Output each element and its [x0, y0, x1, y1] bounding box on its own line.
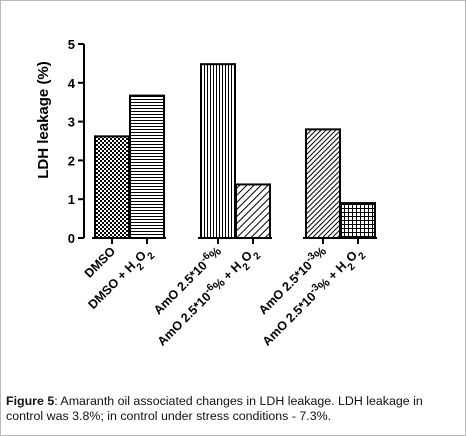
- caption-text: : Amaranth oil associated changes in LDH…: [6, 394, 423, 423]
- caption-label: Figure 5: [6, 394, 55, 408]
- y-tick-label: 5: [68, 37, 75, 52]
- y-tick-label: 1: [68, 192, 75, 207]
- figure-caption: Figure 5: Amaranth oil associated change…: [6, 394, 460, 424]
- x-category-label: DMSO + H2O2: [85, 244, 157, 316]
- y-tick-label: 2: [68, 153, 75, 168]
- y-tick-label: 0: [68, 231, 75, 246]
- bar: [340, 202, 376, 239]
- y-tick-label: 4: [68, 76, 76, 91]
- bar: [235, 183, 271, 239]
- y-axis-label: LDH leakage (%): [35, 61, 52, 179]
- bar: [129, 94, 165, 239]
- bar: [94, 135, 130, 239]
- bar: [305, 128, 341, 239]
- y-tick-label: 3: [68, 115, 75, 130]
- bar: [200, 63, 236, 240]
